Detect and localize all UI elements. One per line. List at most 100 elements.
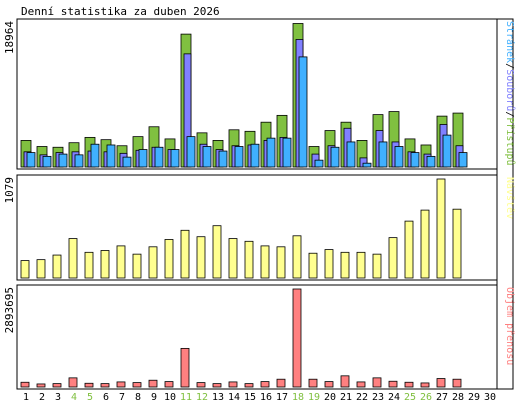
panel-frame-2 <box>16 174 498 281</box>
legend-frame <box>496 18 514 390</box>
bar-hits-files-pages-s2-d16 <box>266 137 276 168</box>
x-tick-label-16: 16 <box>260 392 272 403</box>
bar-hits-files-pages-s2-d23 <box>378 141 388 168</box>
bar-kbytes-s0-d5 <box>84 382 94 388</box>
x-tick-label-2: 2 <box>39 392 45 403</box>
bar-kbytes-s0-d19 <box>308 378 318 388</box>
bar-kbytes-s0-d15 <box>244 383 254 388</box>
legend-hits-files-pages: Stránek/Souborů/Přístupů <box>504 21 516 166</box>
bar-visits-s0-d8 <box>132 253 142 279</box>
x-tick-label-27: 27 <box>436 392 448 403</box>
x-tick-label-7: 7 <box>119 392 125 403</box>
bar-visits-s0-d7 <box>116 245 126 279</box>
bar-kbytes-s0-d6 <box>100 383 110 388</box>
x-tick-label-19: 19 <box>308 392 320 403</box>
bar-hits-files-pages-s2-d17 <box>282 137 292 168</box>
bar-hits-files-pages-s2-d27 <box>442 134 452 168</box>
legend-separator: / <box>504 111 515 117</box>
y-max-label-visits: 1079 <box>3 177 16 204</box>
bar-hits-files-pages-s2-d4 <box>74 154 84 168</box>
legend-entry: Souborů <box>504 69 516 111</box>
bar-visits-s0-d11 <box>180 229 190 279</box>
y-max-label-kbytes: 2893695 <box>3 287 16 333</box>
x-tick-label-28: 28 <box>452 392 464 403</box>
x-tick-label-14: 14 <box>228 392 240 403</box>
x-tick-label-18: 18 <box>292 392 304 403</box>
bar-kbytes-s0-d10 <box>164 381 174 388</box>
bar-kbytes-s0-d14 <box>228 381 238 388</box>
x-tick-label-5: 5 <box>87 392 93 403</box>
bar-hits-files-pages-s2-d19 <box>314 159 324 168</box>
bar-hits-files-pages-s2-d18 <box>298 56 308 168</box>
bar-kbytes-s0-d17 <box>276 378 286 388</box>
bar-kbytes-s0-d24 <box>388 380 398 388</box>
bar-visits-s0-d9 <box>148 246 158 279</box>
bar-hits-files-pages-s2-d8 <box>138 149 148 168</box>
bar-hits-files-pages-s2-d10 <box>170 149 180 168</box>
bar-kbytes-s0-d28 <box>452 378 462 388</box>
bar-kbytes-s0-d20 <box>324 381 334 388</box>
bar-kbytes-s0-d12 <box>196 382 206 388</box>
x-tick-label-8: 8 <box>135 392 141 403</box>
bar-hits-files-pages-s2-d14 <box>234 146 244 168</box>
bar-visits-s0-d14 <box>228 238 238 279</box>
bar-visits-s0-d24 <box>388 237 398 279</box>
bar-visits-s0-d2 <box>36 259 46 279</box>
x-tick-label-20: 20 <box>324 392 336 403</box>
bar-visits-s0-d19 <box>308 252 318 279</box>
bar-hits-files-pages-s2-d25 <box>410 152 420 168</box>
x-tick-label-4: 4 <box>71 392 77 403</box>
x-tick-label-22: 22 <box>356 392 368 403</box>
legend-entry: Návštěv <box>504 177 516 219</box>
chart-title: Denní statistika za duben 2026 <box>21 5 220 18</box>
x-tick-label-26: 26 <box>420 392 432 403</box>
bar-visits-s0-d10 <box>164 239 174 279</box>
bar-visits-s0-d21 <box>340 251 350 279</box>
x-tick-label-17: 17 <box>276 392 288 403</box>
bar-visits-s0-d5 <box>84 251 94 279</box>
bar-hits-files-pages-s2-d28 <box>458 152 468 168</box>
x-tick-label-29: 29 <box>468 392 480 403</box>
bar-kbytes-s0-d1 <box>20 381 30 388</box>
bar-hits-files-pages-s2-d6 <box>106 144 116 168</box>
bar-hits-files-pages-s2-d2 <box>42 155 52 168</box>
bar-kbytes-s0-d18 <box>292 288 302 388</box>
x-tick-label-23: 23 <box>372 392 384 403</box>
bar-kbytes-s0-d21 <box>340 375 350 388</box>
bar-kbytes-s0-d26 <box>420 382 430 388</box>
bar-hits-files-pages-s2-d22 <box>362 162 372 168</box>
x-tick-label-25: 25 <box>404 392 416 403</box>
bar-hits-files-pages-s2-d24 <box>394 146 404 168</box>
bar-visits-s0-d4 <box>68 238 78 279</box>
bar-kbytes-s0-d13 <box>212 383 222 388</box>
bar-hits-files-pages-s2-d15 <box>250 143 260 168</box>
bar-kbytes-s0-d23 <box>372 377 382 388</box>
y-max-label-hits-files-pages: 18964 <box>3 21 16 54</box>
bar-visits-s0-d22 <box>356 251 366 279</box>
x-tick-label-13: 13 <box>212 392 224 403</box>
x-tick-label-6: 6 <box>103 392 109 403</box>
bar-visits-s0-d6 <box>100 250 110 279</box>
bar-hits-files-pages-s2-d1 <box>26 152 36 168</box>
bar-visits-s0-d20 <box>324 249 334 279</box>
panel-frame-3 <box>16 284 498 390</box>
bar-hits-files-pages-s2-d9 <box>154 146 164 168</box>
bar-kbytes-s0-d8 <box>132 382 142 388</box>
x-tick-label-11: 11 <box>180 392 192 403</box>
bar-visits-s0-d28 <box>452 208 462 279</box>
bar-hits-files-pages-s2-d12 <box>202 146 212 168</box>
legend-separator: / <box>504 63 515 69</box>
bar-visits-s0-d17 <box>276 246 286 279</box>
bar-hits-files-pages-s2-d21 <box>346 141 356 168</box>
bar-kbytes-s0-d7 <box>116 381 126 388</box>
bar-kbytes-s0-d3 <box>52 383 62 388</box>
x-tick-label-10: 10 <box>164 392 176 403</box>
legend-entry: Objem přenosu <box>504 287 516 365</box>
x-tick-label-3: 3 <box>55 392 61 403</box>
bar-kbytes-s0-d16 <box>260 381 270 388</box>
bar-kbytes-s0-d27 <box>436 378 446 388</box>
bar-visits-s0-d1 <box>20 260 30 279</box>
legend-visits: Návštěv <box>504 177 516 219</box>
bar-kbytes-s0-d2 <box>36 383 46 388</box>
